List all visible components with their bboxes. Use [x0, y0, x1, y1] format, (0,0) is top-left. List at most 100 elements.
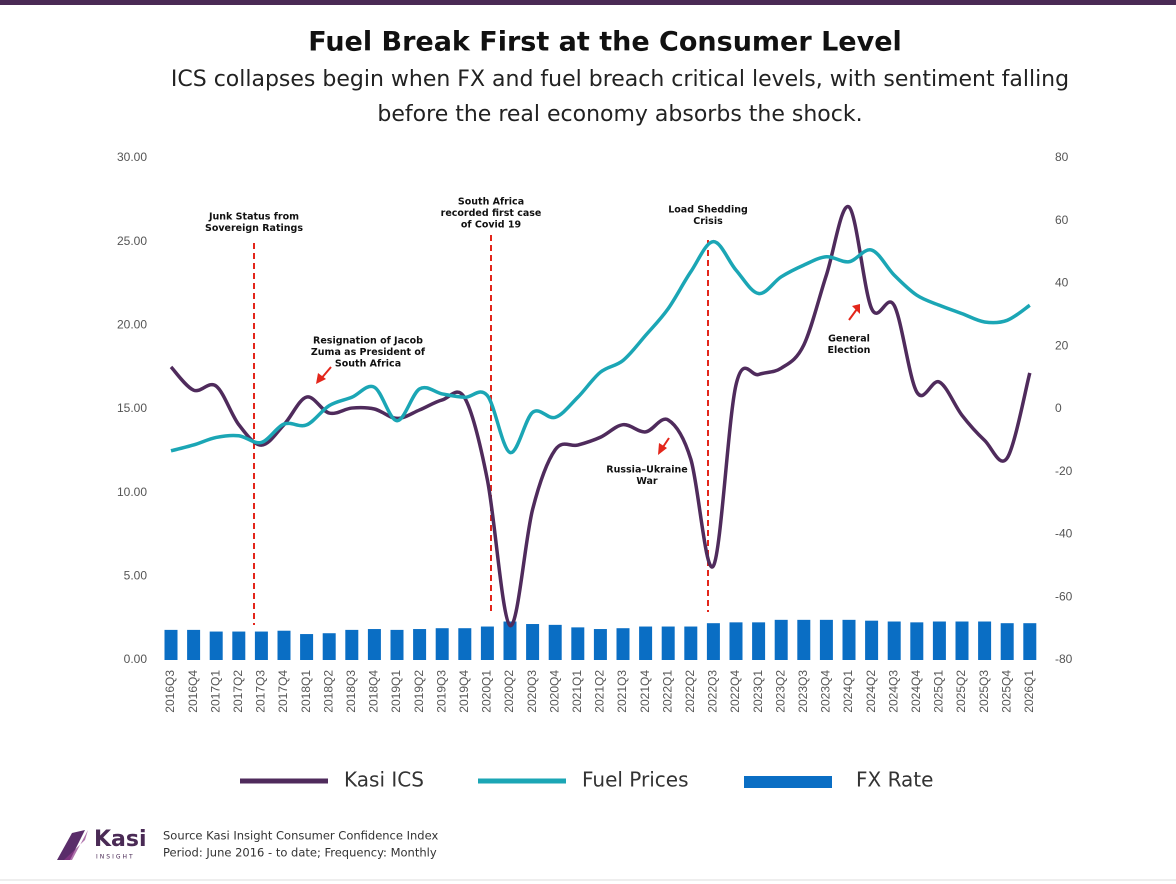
- x-tick-label: 2018Q2: [321, 670, 335, 713]
- bar: [413, 629, 427, 660]
- annotation: South Africa: [458, 197, 524, 208]
- annotation-arrows: [316, 304, 860, 455]
- bar: [1023, 623, 1037, 660]
- annotation: War: [636, 476, 658, 487]
- bar: [277, 630, 291, 660]
- y-tick-label: 30.00: [117, 150, 147, 164]
- annotation: Election: [828, 345, 871, 356]
- y2-tick-label: 60: [1055, 213, 1069, 227]
- y2-tick-label: 80: [1055, 150, 1069, 164]
- x-tick-label: 2024Q3: [886, 670, 900, 713]
- x-tick-label: 2020Q2: [502, 670, 516, 713]
- legend-label: Fuel Prices: [582, 768, 689, 792]
- y-tick-label: 0.00: [124, 652, 148, 666]
- bar: [797, 619, 811, 660]
- bar: [910, 622, 924, 660]
- y2-tick-label: -60: [1055, 589, 1073, 603]
- annotation: Resignation of Jacob: [313, 336, 423, 347]
- x-tick-label: 2021Q1: [570, 670, 584, 713]
- x-tick-label: 2025Q2: [954, 670, 968, 713]
- bar: [593, 629, 607, 660]
- x-tick-label: 2020Q1: [480, 670, 494, 713]
- x-tick-label: 2026Q1: [1022, 670, 1036, 713]
- x-tick-label: 2024Q2: [864, 670, 878, 713]
- y-tick-label: 15.00: [117, 401, 147, 415]
- bar: [955, 621, 969, 660]
- bar: [322, 633, 336, 660]
- x-tick-label: 2019Q1: [389, 670, 403, 713]
- bar: [390, 629, 404, 660]
- logo-sub: INSIGHT: [96, 854, 135, 861]
- bar: [684, 626, 698, 660]
- bar: [254, 631, 268, 660]
- legend-label: FX Rate: [856, 768, 933, 792]
- x-tick-label: 2022Q4: [728, 670, 742, 713]
- y2-tick-label: 20: [1055, 338, 1069, 352]
- x-tick-label: 2019Q2: [412, 670, 426, 713]
- y2-tick-label: 40: [1055, 276, 1069, 290]
- x-tick-label: 2023Q4: [819, 670, 833, 713]
- bar: [819, 619, 833, 660]
- logo: Kasi INSIGHT: [57, 827, 147, 861]
- bar: [164, 629, 178, 660]
- logo-text: Kasi: [94, 827, 147, 852]
- bar: [1000, 623, 1014, 660]
- x-tick-label: 2018Q1: [299, 670, 313, 713]
- x-tick-label: 2017Q1: [208, 670, 222, 713]
- y-tick-label: 10.00: [117, 485, 147, 499]
- legend-swatch: [744, 776, 832, 788]
- bar: [616, 628, 630, 660]
- bar: [865, 620, 879, 660]
- x-tick-label: 2017Q4: [276, 670, 290, 713]
- bar: [729, 622, 743, 660]
- annotation: South Africa: [335, 359, 401, 370]
- annotation: Load Shedding: [668, 205, 748, 216]
- bar: [480, 626, 494, 660]
- source: Source Kasi Insight Consumer Confidence …: [163, 829, 438, 843]
- bar: [209, 631, 223, 660]
- bar: [503, 621, 517, 660]
- annotation: Sovereign Ratings: [205, 223, 303, 234]
- y2-tick-label: -20: [1055, 464, 1073, 478]
- y-tick-label: 20.00: [117, 318, 147, 332]
- x-tick-label: 2019Q4: [457, 670, 471, 713]
- x-tick-label: 2017Q3: [254, 670, 268, 713]
- x-tick-label: 2019Q3: [434, 670, 448, 713]
- chart-subtitle: ICS collapses begin when FX and fuel bre…: [171, 67, 1069, 92]
- x-tick-label: 2016Q3: [163, 670, 177, 713]
- y-tick-label: 25.00: [117, 234, 147, 248]
- annotation: Russia–Ukraine: [606, 465, 687, 476]
- x-tick-label: 2022Q3: [706, 670, 720, 713]
- annotation: recorded first case: [441, 208, 542, 219]
- x-tick-label: 2021Q3: [615, 670, 629, 713]
- x-tick-label: 2023Q3: [796, 670, 810, 713]
- bar: [548, 624, 562, 660]
- bar: [842, 619, 856, 660]
- x-tick-label: 2025Q3: [977, 670, 991, 713]
- y2-tick-label: 0: [1055, 401, 1062, 415]
- x-tick-label: 2016Q4: [186, 670, 200, 713]
- chart-subtitle: before the real economy absorbs the shoc…: [377, 102, 862, 127]
- bar: [526, 624, 540, 660]
- bar: [774, 619, 788, 660]
- annotation: General: [828, 334, 870, 345]
- line: [170, 239, 1031, 455]
- bar: [187, 629, 201, 660]
- x-tick-label: 2024Q1: [841, 670, 855, 713]
- line: [169, 205, 1032, 628]
- annotation: of Covid 19: [461, 220, 521, 231]
- x-tick-label: 2022Q1: [660, 670, 674, 713]
- bar: [367, 629, 381, 660]
- x-tick-label: 2022Q2: [683, 670, 697, 713]
- y-tick-label: 5.00: [124, 569, 148, 583]
- bar: [887, 621, 901, 660]
- x-tick-label: 2020Q3: [525, 670, 539, 713]
- bar: [435, 628, 449, 660]
- x-tick-label: 2018Q4: [367, 670, 381, 713]
- x-tick-label: 2023Q2: [773, 670, 787, 713]
- bar: [232, 631, 246, 660]
- x-tick-label: 2025Q1: [932, 670, 946, 713]
- x-tick-label: 2023Q1: [751, 670, 765, 713]
- top-bar: [0, 0, 1176, 5]
